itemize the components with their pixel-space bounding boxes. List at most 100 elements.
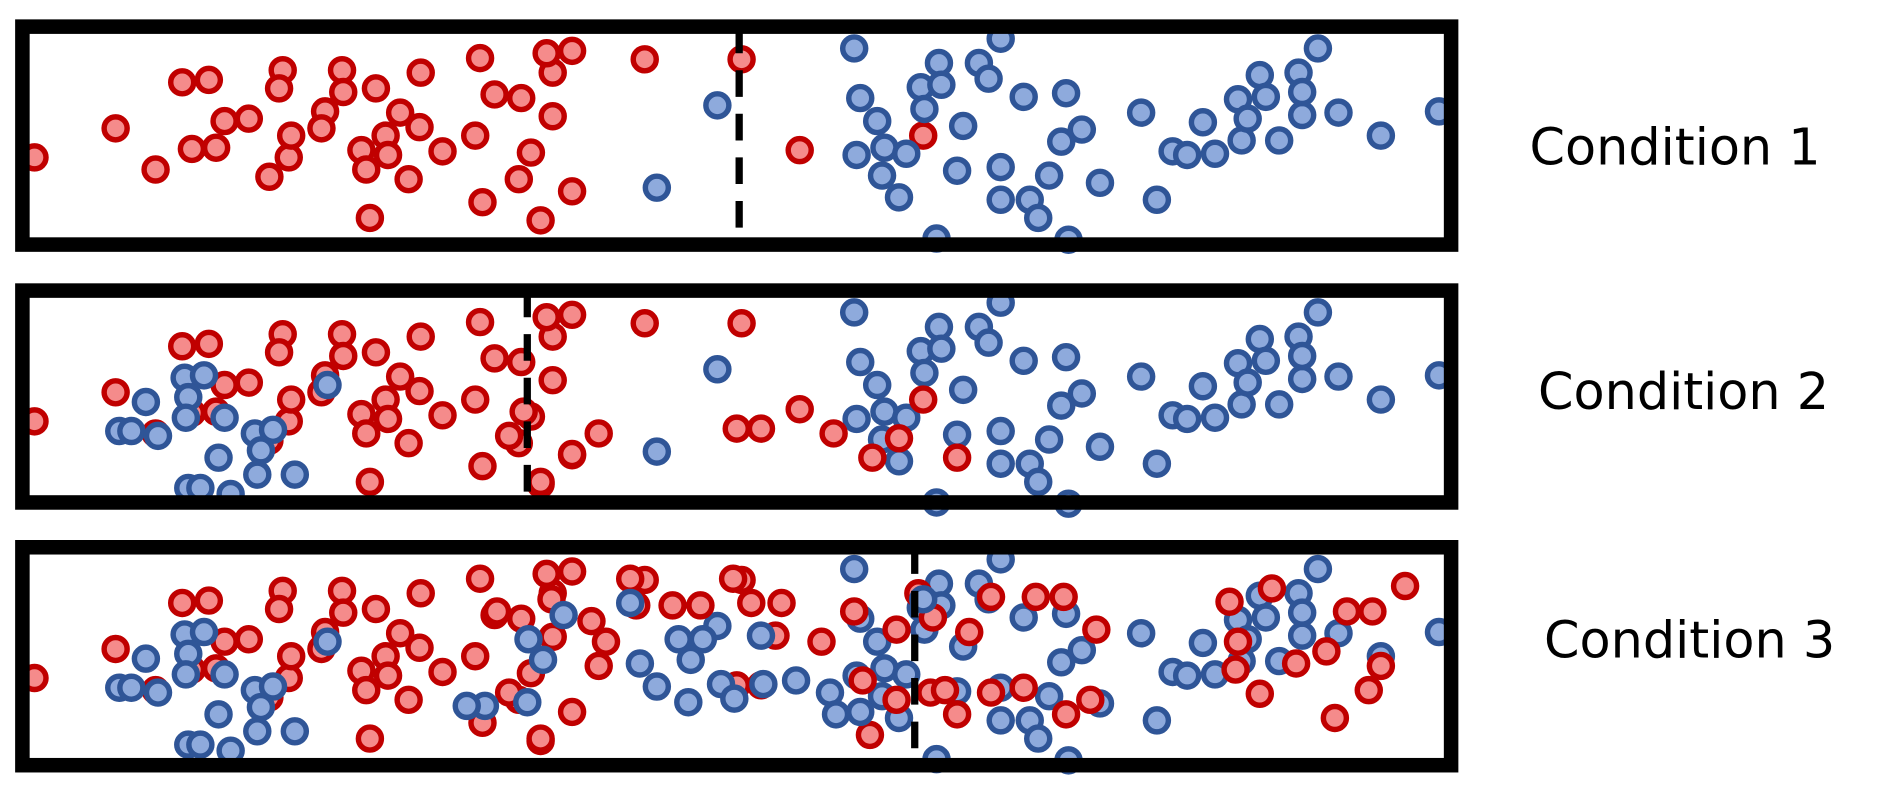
- red-dot: [630, 309, 659, 338]
- blue-dot: [1034, 681, 1064, 711]
- blue-dot: [1366, 121, 1396, 150]
- blue-dot: [528, 645, 558, 675]
- blue-dot: [117, 416, 146, 446]
- blue-dot: [642, 437, 672, 466]
- blue-dot: [676, 645, 705, 675]
- blue-dot: [1324, 362, 1353, 391]
- red-dot: [361, 338, 391, 367]
- blue-dot: [674, 688, 703, 717]
- blue-dot: [1142, 706, 1172, 735]
- red-dot: [557, 36, 587, 66]
- blue-dot: [513, 688, 542, 717]
- red-dot: [737, 588, 766, 618]
- red-dot: [406, 322, 435, 351]
- blue-dot: [942, 420, 972, 449]
- blue-dot: [1009, 82, 1038, 112]
- red-dot: [507, 83, 536, 113]
- red-dot: [428, 657, 457, 687]
- red-dot: [405, 633, 434, 662]
- red-dot: [167, 332, 197, 361]
- red-dot: [848, 666, 877, 695]
- blue-dot: [1324, 98, 1353, 127]
- blue-dot: [1126, 362, 1156, 391]
- red-dot: [480, 80, 509, 109]
- red-dot: [373, 404, 403, 434]
- blue-dot: [703, 91, 732, 120]
- red-dot: [746, 414, 776, 443]
- blue-dot: [842, 140, 871, 170]
- red-dot: [908, 121, 938, 150]
- blue-dot: [642, 173, 672, 202]
- red-dot: [785, 395, 814, 424]
- red-dot: [494, 421, 524, 451]
- red-dot: [385, 362, 415, 391]
- blue-dot: [210, 660, 239, 689]
- red-dot: [557, 177, 587, 206]
- blue-dot: [1287, 621, 1317, 650]
- blue-dot: [131, 387, 161, 417]
- blue-dot: [452, 691, 481, 721]
- blue-dot: [1264, 390, 1294, 419]
- blue-dot: [927, 70, 956, 99]
- red-dot: [394, 428, 423, 458]
- red-dot: [615, 564, 645, 593]
- red-dot: [373, 661, 403, 690]
- blue-dot: [1233, 368, 1262, 397]
- panel-frame: [15, 540, 1459, 773]
- blue-dot: [1034, 425, 1064, 454]
- red-dot: [355, 724, 385, 753]
- red-dot: [584, 419, 613, 448]
- red-dot: [480, 344, 509, 373]
- red-dot: [532, 559, 561, 589]
- red-dot: [1215, 587, 1244, 616]
- red-dot: [1049, 582, 1078, 612]
- blue-dot: [143, 678, 173, 707]
- red-dot: [394, 164, 423, 194]
- red-dot: [557, 697, 587, 727]
- red-dot: [976, 678, 1006, 707]
- blue-dot: [1233, 104, 1262, 133]
- blue-dot: [1126, 98, 1156, 127]
- red-dot: [1281, 649, 1311, 678]
- blue-dot: [974, 64, 1003, 93]
- blue-dot: [948, 375, 978, 405]
- blue-dot: [246, 692, 276, 722]
- red-dot: [385, 98, 415, 127]
- red-dot: [405, 112, 434, 142]
- red-dot: [264, 74, 294, 103]
- red-dot: [727, 309, 756, 338]
- dots: [20, 24, 1454, 254]
- red-dot: [557, 300, 587, 330]
- red-dot: [406, 579, 435, 608]
- red-dot: [630, 45, 659, 74]
- red-dot: [194, 586, 224, 615]
- red-dot: [167, 68, 197, 97]
- red-dot: [930, 675, 960, 705]
- red-dot: [538, 102, 567, 131]
- red-dot: [167, 588, 197, 618]
- red-dot: [557, 557, 587, 586]
- blue-dot: [1188, 628, 1218, 658]
- red-dot: [686, 591, 715, 620]
- blue-dot: [117, 673, 146, 702]
- blue-dot: [1303, 554, 1333, 584]
- red-dot: [1076, 685, 1105, 715]
- red-dot: [1358, 597, 1387, 626]
- red-dot: [465, 307, 495, 337]
- blue-dot: [1142, 185, 1172, 215]
- blue-dot: [1287, 77, 1317, 107]
- blue-dot: [1200, 139, 1230, 168]
- red-dot: [352, 155, 381, 184]
- red-dot: [1021, 582, 1051, 612]
- blue-dot: [143, 421, 173, 451]
- red-dot: [532, 39, 561, 68]
- red-dot: [882, 615, 911, 644]
- blue-dot: [258, 415, 288, 445]
- blue-dot: [1051, 79, 1081, 108]
- red-dot: [722, 414, 751, 443]
- blue-dot: [986, 152, 1015, 182]
- red-dot: [276, 121, 306, 150]
- blue-dot: [821, 700, 851, 729]
- blue-dot: [892, 139, 921, 168]
